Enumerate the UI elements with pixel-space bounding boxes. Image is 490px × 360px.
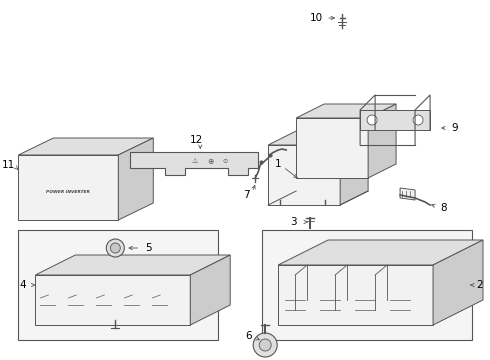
Bar bbox=[262, 230, 472, 340]
Text: 3: 3 bbox=[290, 217, 296, 227]
Polygon shape bbox=[19, 155, 118, 220]
Polygon shape bbox=[268, 145, 340, 205]
Polygon shape bbox=[433, 240, 483, 325]
Bar bbox=[19, 230, 218, 340]
Polygon shape bbox=[268, 131, 368, 145]
Circle shape bbox=[106, 239, 124, 257]
Text: 12: 12 bbox=[190, 135, 203, 145]
Polygon shape bbox=[130, 152, 258, 175]
Polygon shape bbox=[296, 118, 368, 178]
Polygon shape bbox=[340, 131, 368, 205]
Text: 2: 2 bbox=[477, 280, 483, 290]
Polygon shape bbox=[190, 255, 230, 325]
Polygon shape bbox=[368, 104, 396, 178]
Circle shape bbox=[253, 333, 277, 357]
Polygon shape bbox=[278, 240, 483, 265]
Polygon shape bbox=[35, 275, 190, 325]
Circle shape bbox=[259, 339, 271, 351]
Text: ⊕: ⊕ bbox=[207, 157, 214, 166]
Circle shape bbox=[367, 115, 377, 125]
Polygon shape bbox=[19, 138, 153, 155]
Text: ⚠: ⚠ bbox=[192, 158, 198, 164]
Circle shape bbox=[110, 243, 121, 253]
Text: ⊙: ⊙ bbox=[222, 158, 228, 163]
Circle shape bbox=[413, 115, 423, 125]
Text: 10: 10 bbox=[310, 13, 323, 23]
Polygon shape bbox=[118, 138, 153, 220]
Text: 1: 1 bbox=[275, 159, 281, 169]
Polygon shape bbox=[35, 255, 230, 275]
Text: 9: 9 bbox=[452, 123, 458, 133]
Text: POWER INVERTER: POWER INVERTER bbox=[47, 190, 90, 194]
Text: 5: 5 bbox=[145, 243, 151, 253]
Polygon shape bbox=[278, 265, 433, 325]
Text: 6: 6 bbox=[245, 331, 251, 341]
Polygon shape bbox=[400, 188, 415, 200]
Polygon shape bbox=[360, 110, 430, 130]
Polygon shape bbox=[296, 104, 396, 118]
Text: 7: 7 bbox=[243, 190, 249, 200]
Text: 8: 8 bbox=[441, 203, 447, 213]
Text: 4: 4 bbox=[19, 280, 25, 290]
Text: 11: 11 bbox=[2, 160, 15, 170]
